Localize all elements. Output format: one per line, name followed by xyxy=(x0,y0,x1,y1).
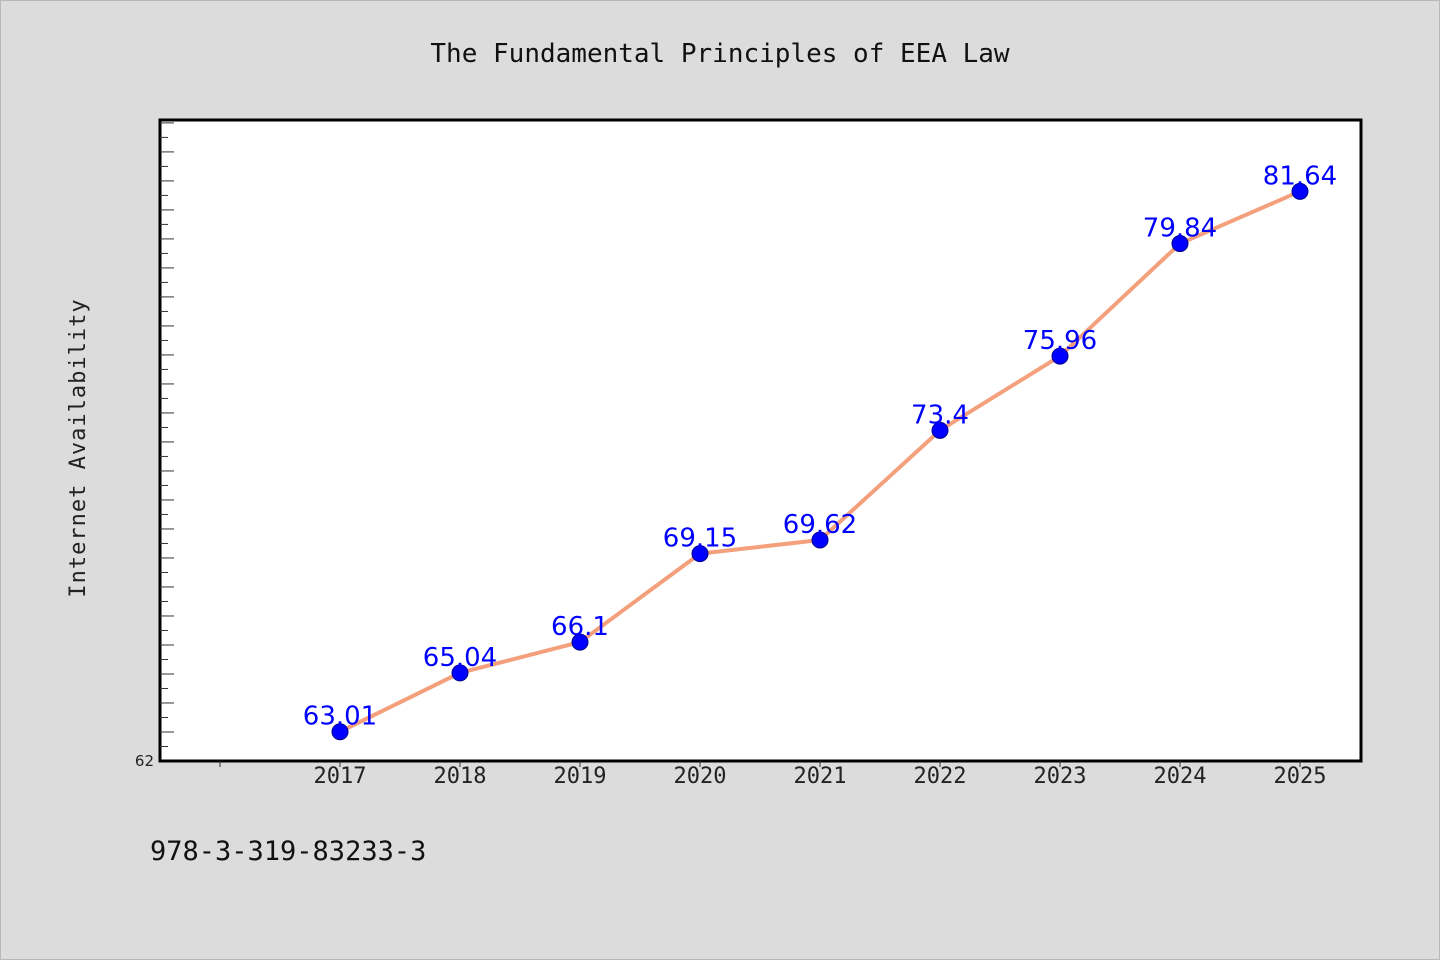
isbn-text: 978-3-319-83233-3 xyxy=(150,836,427,867)
data-label: 81.64 xyxy=(1263,161,1337,191)
plot-area: 62 2017 2018 2019 2020 2021 2022 2023 2024 2025 63… xyxy=(135,118,1363,789)
data-label: 79.84 xyxy=(1143,214,1217,244)
data-label: 66.1 xyxy=(551,612,609,642)
data-label: 73.4 xyxy=(911,400,969,430)
data-point xyxy=(1291,182,1309,200)
data-point xyxy=(451,664,469,682)
data-point xyxy=(811,531,829,549)
x-tick-label: 2023 xyxy=(1034,764,1087,789)
data-label: 75.96 xyxy=(1023,326,1097,356)
x-tick-label: 2022 xyxy=(914,764,967,789)
chart-title: The Fundamental Principles of EEA Law xyxy=(430,39,1010,69)
data-label: 69.15 xyxy=(663,524,737,554)
data-point xyxy=(691,545,709,563)
x-tick-label: 2020 xyxy=(674,764,727,789)
data-point xyxy=(1171,235,1189,253)
data-point xyxy=(931,421,949,439)
x-tick-label: 2024 xyxy=(1154,764,1207,789)
x-tick-label: 2018 xyxy=(434,764,487,789)
data-point xyxy=(1051,347,1069,365)
x-tick-label: 2021 xyxy=(794,764,847,789)
data-point xyxy=(331,723,349,741)
data-label: 69.62 xyxy=(783,510,857,540)
data-label: 63.01 xyxy=(303,702,377,732)
x-tick-label: 2019 xyxy=(554,764,607,789)
plot-border xyxy=(158,118,1363,763)
y-tick-label: 62 xyxy=(135,752,154,770)
data-point xyxy=(571,633,589,651)
x-tick-label: 2017 xyxy=(314,764,367,789)
y-axis-label: Internet Availability xyxy=(66,298,91,597)
x-tick-label: 2025 xyxy=(1274,764,1327,789)
data-label: 65.04 xyxy=(423,643,497,673)
